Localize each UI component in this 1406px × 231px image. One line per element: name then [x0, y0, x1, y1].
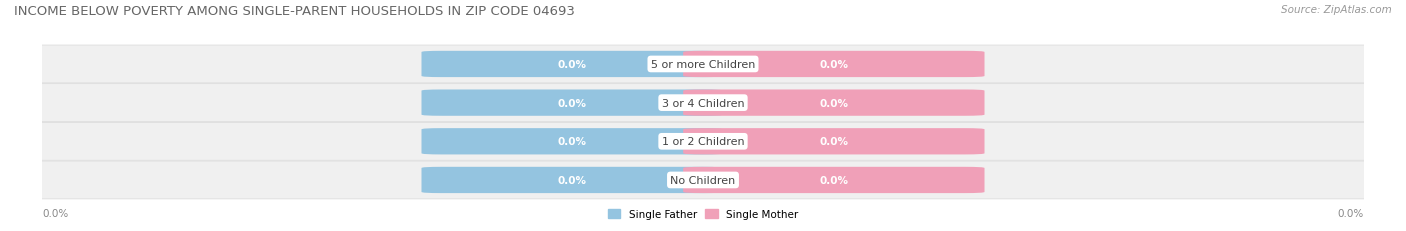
- Text: 5 or more Children: 5 or more Children: [651, 60, 755, 70]
- Text: 3 or 4 Children: 3 or 4 Children: [662, 98, 744, 108]
- Text: 0.0%: 0.0%: [1337, 208, 1364, 218]
- FancyBboxPatch shape: [30, 84, 1376, 122]
- FancyBboxPatch shape: [683, 167, 984, 193]
- Text: 1 or 2 Children: 1 or 2 Children: [662, 137, 744, 147]
- FancyBboxPatch shape: [422, 90, 723, 116]
- Text: 0.0%: 0.0%: [820, 60, 848, 70]
- Text: 0.0%: 0.0%: [820, 137, 848, 147]
- FancyBboxPatch shape: [683, 129, 984, 155]
- Text: 0.0%: 0.0%: [820, 98, 848, 108]
- Text: Source: ZipAtlas.com: Source: ZipAtlas.com: [1281, 5, 1392, 15]
- Text: INCOME BELOW POVERTY AMONG SINGLE-PARENT HOUSEHOLDS IN ZIP CODE 04693: INCOME BELOW POVERTY AMONG SINGLE-PARENT…: [14, 5, 575, 18]
- Legend: Single Father, Single Mother: Single Father, Single Mother: [603, 205, 803, 224]
- FancyBboxPatch shape: [422, 52, 723, 78]
- FancyBboxPatch shape: [422, 129, 723, 155]
- FancyBboxPatch shape: [30, 161, 1376, 199]
- Text: 0.0%: 0.0%: [558, 98, 586, 108]
- FancyBboxPatch shape: [683, 52, 984, 78]
- Text: 0.0%: 0.0%: [820, 175, 848, 185]
- FancyBboxPatch shape: [30, 46, 1376, 84]
- Text: 0.0%: 0.0%: [558, 175, 586, 185]
- Text: 0.0%: 0.0%: [42, 208, 69, 218]
- Text: No Children: No Children: [671, 175, 735, 185]
- FancyBboxPatch shape: [683, 90, 984, 116]
- Text: 0.0%: 0.0%: [558, 137, 586, 147]
- FancyBboxPatch shape: [422, 167, 723, 193]
- Text: 0.0%: 0.0%: [558, 60, 586, 70]
- FancyBboxPatch shape: [30, 123, 1376, 161]
